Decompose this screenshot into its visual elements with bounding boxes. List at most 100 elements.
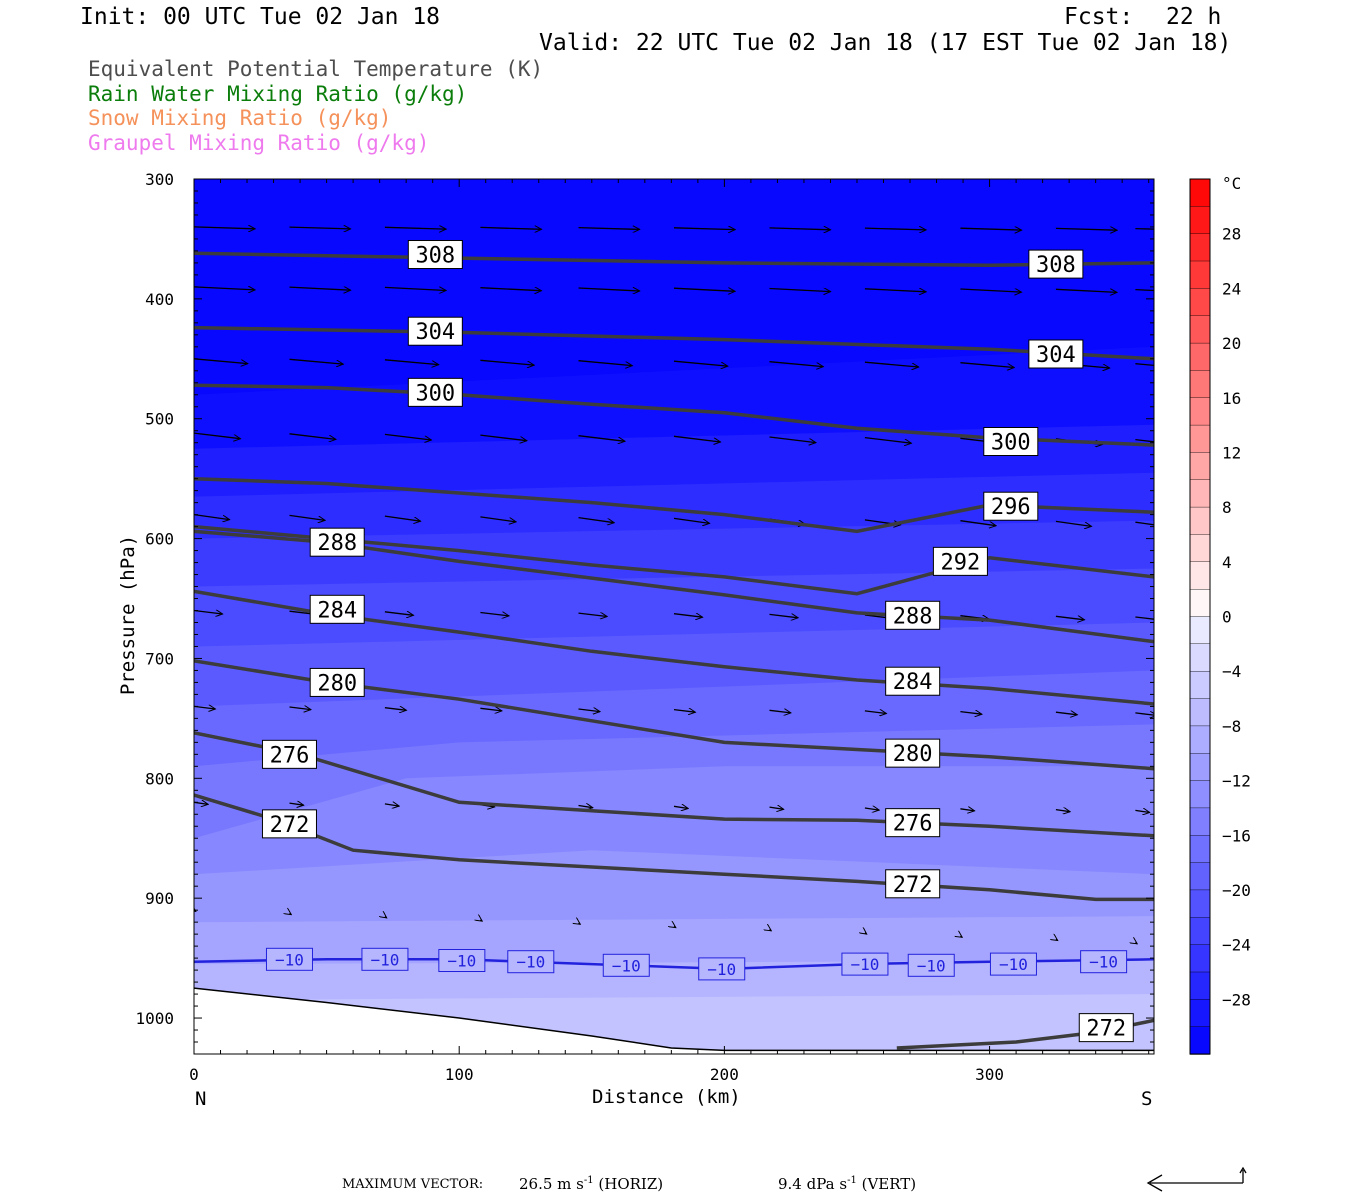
- legend-rain: Rain Water Mixing Ratio (g/kg): [88, 82, 468, 106]
- wind-vector: [385, 917, 387, 918]
- wind-vector: [769, 289, 831, 292]
- colorbar-cell: [1189, 671, 1211, 700]
- contour-label-box: [407, 240, 463, 270]
- colorbar-cell: [1189, 506, 1211, 536]
- wind-vector: [1135, 616, 1154, 620]
- wind-vector: [480, 920, 482, 921]
- colorbar-frame: [1189, 178, 1211, 1055]
- x-axis-label: Distance (km): [592, 1086, 741, 1108]
- isotherm-label-box: [507, 950, 555, 974]
- colorbar-label: 20: [1222, 334, 1241, 353]
- wind-vector: [960, 712, 982, 715]
- colorbar-cell: [1189, 999, 1211, 1028]
- wind-vector: [1056, 939, 1058, 940]
- contour-label-box: [1028, 249, 1084, 279]
- colorbar-cell: [1189, 725, 1211, 754]
- isotherm-label-box: [1080, 950, 1128, 974]
- wind-vector: [1135, 713, 1154, 716]
- wind-vector: [578, 288, 640, 291]
- y-tick-label: 800: [145, 769, 174, 788]
- wind-vector: [289, 707, 311, 710]
- reference-vector-icon: [1146, 1166, 1247, 1192]
- contour-label-box: [885, 666, 941, 696]
- colorbar-cell: [1189, 397, 1211, 426]
- wind-vector: [289, 227, 351, 229]
- wind-vector: [1055, 810, 1070, 812]
- contour-label-box: [1078, 1013, 1134, 1043]
- wind-vector: [960, 809, 974, 811]
- colorbar-cell: [1189, 260, 1211, 289]
- colorbar-cell: [1189, 917, 1211, 946]
- wind-vector: [673, 435, 721, 442]
- isotherm-label-box: [698, 957, 746, 981]
- y-tick-label: 500: [145, 410, 174, 429]
- wind-vector: [384, 433, 432, 440]
- wind-vector: [960, 520, 996, 526]
- contour-label: 272: [1086, 1017, 1126, 1042]
- contour-label-box: [885, 869, 941, 899]
- wind-vector: [864, 228, 926, 230]
- wind-vector: [674, 926, 676, 927]
- wind-vector: [1135, 438, 1154, 443]
- wind-vector: [480, 708, 502, 711]
- wind-vector: [673, 517, 710, 523]
- init-time: Init: 00 UTC Tue 02 Jan 18: [80, 4, 441, 30]
- colorbar-cell: [1189, 561, 1211, 590]
- wind-vector: [770, 930, 772, 931]
- plot-frame: [193, 178, 1155, 1055]
- wind-vector: [864, 436, 912, 444]
- isotherm-label: −10: [516, 953, 545, 972]
- wind-vector: [864, 361, 919, 367]
- wind-vector: [865, 933, 867, 934]
- contour-label-box: [983, 427, 1039, 456]
- north-label: N: [195, 1088, 207, 1110]
- wind-vector: [289, 514, 326, 520]
- wind-vector: [1135, 227, 1154, 230]
- isotherm-label: −10: [1089, 953, 1118, 972]
- wind-vector: [1055, 520, 1092, 526]
- theta-e-contour: [194, 476, 1154, 534]
- colorbar-cell: [1189, 589, 1211, 618]
- contour-label-box: [309, 594, 365, 624]
- max-vector-horiz: 26.5 m s-1 (HORIZ): [519, 1175, 664, 1193]
- colorbar-cell: [1189, 862, 1211, 891]
- wind-vector: [769, 436, 816, 443]
- theta-e-contour: [194, 731, 1154, 838]
- colorbar-label: −12: [1222, 772, 1251, 791]
- wind-vector: [289, 358, 344, 364]
- wind-vector: [673, 360, 728, 366]
- wind-vector: [289, 433, 336, 440]
- isotherm-label-box: [907, 953, 955, 977]
- colorbar-label: 0: [1222, 608, 1232, 627]
- wind-vector: [384, 287, 446, 290]
- contour-label-box: [309, 527, 365, 557]
- colorbar-cell: [1189, 479, 1211, 508]
- y-tick-label: 600: [145, 530, 174, 549]
- contour-label-box: [309, 667, 365, 697]
- wind-vector: [1135, 363, 1154, 367]
- wind-vector: [769, 807, 784, 809]
- contour-label: 300: [415, 381, 455, 406]
- colorbar-label: −4: [1222, 662, 1241, 681]
- isotherm-line: [194, 958, 1154, 971]
- wind-vector: [1135, 943, 1137, 944]
- wind-vector: [673, 228, 735, 230]
- wind-vector: [194, 287, 255, 290]
- y-tick-label: 400: [145, 290, 174, 309]
- wind-vector: [769, 361, 824, 367]
- wind-vector: [480, 227, 541, 229]
- isotherm-label: −10: [370, 950, 399, 969]
- colorbar-label: 12: [1222, 443, 1241, 462]
- wind-vector: [480, 516, 516, 522]
- terrain-fill: [194, 988, 1154, 1054]
- x-tick-label: 300: [975, 1065, 1004, 1084]
- colorbar-label: 4: [1222, 553, 1232, 572]
- wind-vector: [578, 435, 626, 442]
- wind-vector: [384, 612, 414, 616]
- contour-label: 292: [941, 550, 981, 575]
- colorbar-cell: [1189, 971, 1211, 1000]
- colorbar-label: −28: [1222, 990, 1251, 1009]
- colorbar-cell: [1189, 643, 1211, 672]
- wind-vector: [578, 709, 601, 712]
- forecast-hour: 22 h: [1166, 4, 1222, 30]
